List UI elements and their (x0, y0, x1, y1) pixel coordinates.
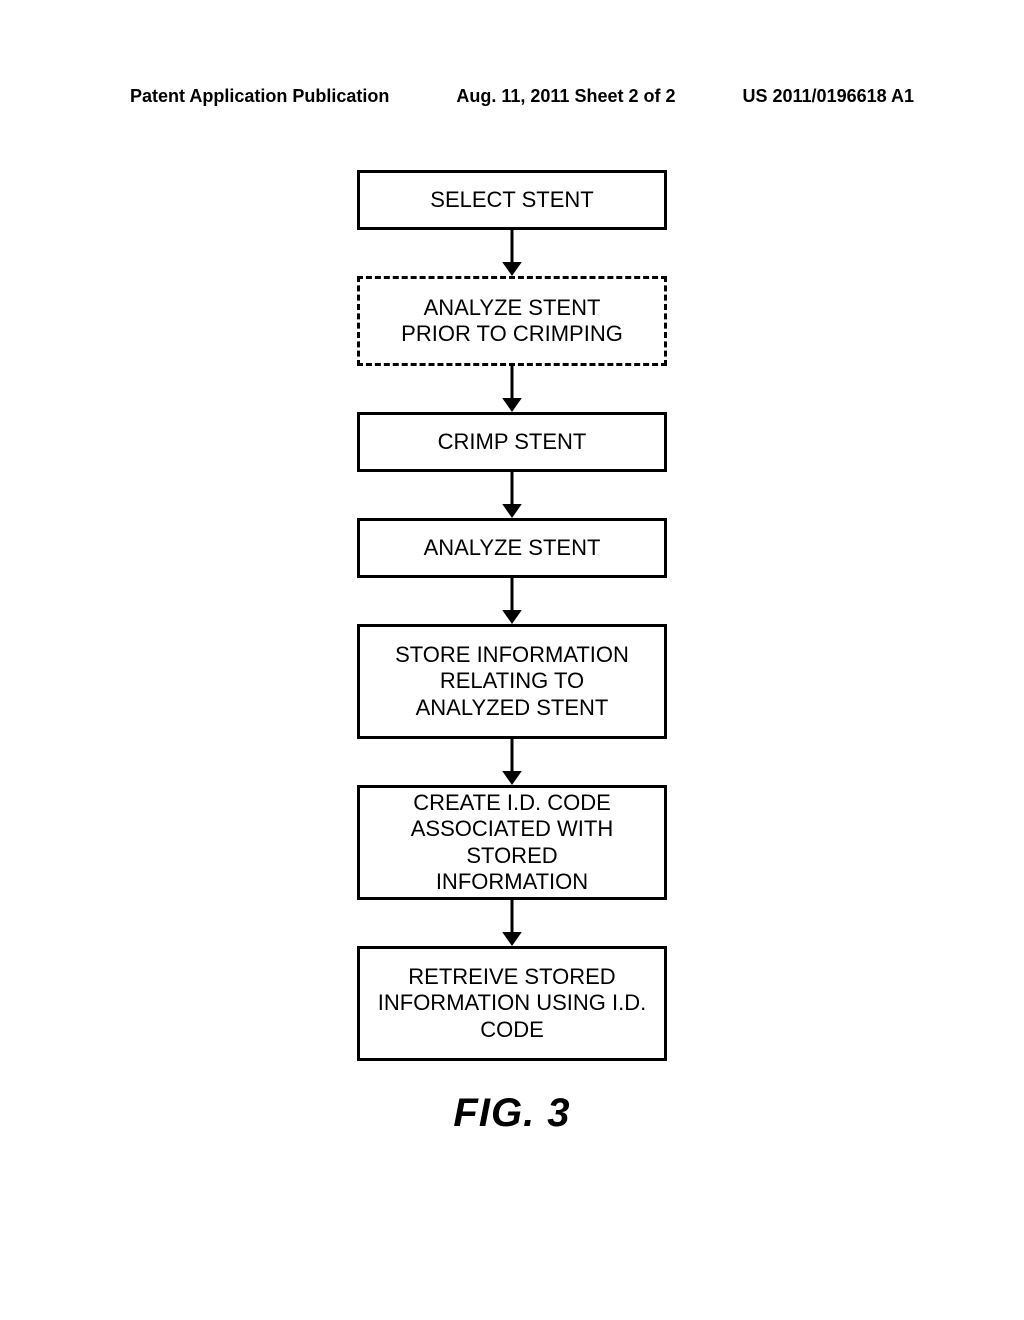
flow-node-n6: CREATE I.D. CODEASSOCIATED WITH STOREDIN… (357, 785, 667, 900)
flow-node-label: CREATE I.D. CODE (413, 790, 611, 816)
flow-node-n7: RETREIVE STOREDINFORMATION USING I.D.COD… (357, 946, 667, 1061)
arrow-down-icon (492, 230, 532, 276)
flow-node-n3: CRIMP STENT (357, 412, 667, 472)
flow-node-label: CODE (480, 1017, 544, 1043)
flow-node-label: SELECT STENT (430, 187, 593, 213)
header-left: Patent Application Publication (130, 86, 389, 107)
flow-node-label: STORE INFORMATION (395, 642, 629, 668)
figure-label: FIG. 3 (292, 1091, 732, 1136)
header-mid: Aug. 11, 2011 Sheet 2 of 2 (456, 86, 675, 107)
arrow-down-icon (492, 366, 532, 412)
header-right: US 2011/0196618 A1 (743, 86, 914, 107)
flowchart: SELECT STENTANALYZE STENTPRIOR TO CRIMPI… (292, 170, 732, 1136)
flow-node-label: ANALYZED STENT (416, 695, 609, 721)
flow-node-label: RELATING TO (440, 668, 584, 694)
flow-arrow (292, 230, 732, 276)
arrow-down-icon (492, 739, 532, 785)
flow-arrow (292, 366, 732, 412)
flow-arrow (292, 739, 732, 785)
flow-node-n4: ANALYZE STENT (357, 518, 667, 578)
flow-node-label: ANALYZE STENT (424, 295, 601, 321)
arrow-down-icon (492, 900, 532, 946)
flow-node-label: PRIOR TO CRIMPING (401, 321, 623, 347)
flow-node-label: INFORMATION USING I.D. (378, 990, 646, 1016)
flow-arrow (292, 578, 732, 624)
flow-node-label: ANALYZE STENT (424, 535, 601, 561)
flow-node-n5: STORE INFORMATIONRELATING TOANALYZED STE… (357, 624, 667, 739)
flow-node-label: ASSOCIATED WITH STORED (372, 816, 652, 869)
flow-node-n2: ANALYZE STENTPRIOR TO CRIMPING (357, 276, 667, 366)
flow-node-n1: SELECT STENT (357, 170, 667, 230)
flow-arrow (292, 900, 732, 946)
arrow-down-icon (492, 578, 532, 624)
flow-node-label: CRIMP STENT (438, 429, 587, 455)
flow-node-label: RETREIVE STORED (408, 964, 615, 990)
arrow-down-icon (492, 472, 532, 518)
flow-node-label: INFORMATION (436, 869, 588, 895)
flow-arrow (292, 472, 732, 518)
page-header: Patent Application Publication Aug. 11, … (0, 86, 1024, 107)
